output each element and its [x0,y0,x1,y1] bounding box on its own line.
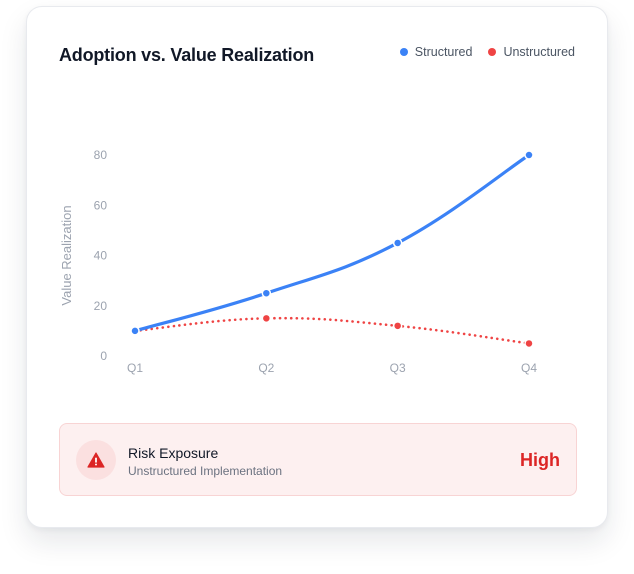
warning-icon [87,452,105,468]
risk-exposure-panel: Risk Exposure Unstructured Implementatio… [59,423,577,496]
data-point-structured-q1 [131,327,139,335]
risk-level: High [520,450,560,471]
line-chart: 0 20 40 60 80 Value Realization Q1 Q2 Q3 Q4 [27,7,609,407]
series-line-structured [135,155,529,331]
y-tick-label-20: 20 [94,299,108,313]
chart-card: Adoption vs. Value Realization Structure… [26,6,608,528]
x-tick-label-q3: Q3 [390,361,406,375]
data-point-structured-q4 [525,151,533,159]
risk-subtitle: Unstructured Implementation [128,464,282,478]
data-point-unstructured-q4 [525,339,533,347]
data-point-unstructured-q3 [394,322,402,330]
y-tick-label-40: 40 [94,249,108,263]
x-tick-label-q1: Q1 [127,361,143,375]
x-tick-label-q4: Q4 [521,361,537,375]
risk-icon-badge [76,440,116,480]
x-tick-label-q2: Q2 [258,361,274,375]
series-line-unstructured [135,318,529,343]
data-point-structured-q2 [262,289,270,297]
y-axis-label: Value Realization [59,205,74,305]
data-point-structured-q3 [394,239,402,247]
risk-title: Risk Exposure [128,445,218,461]
data-point-unstructured-q2 [262,314,270,322]
y-tick-label-80: 80 [94,148,108,162]
y-tick-label-0: 0 [100,349,107,363]
y-tick-label-60: 60 [94,198,108,212]
